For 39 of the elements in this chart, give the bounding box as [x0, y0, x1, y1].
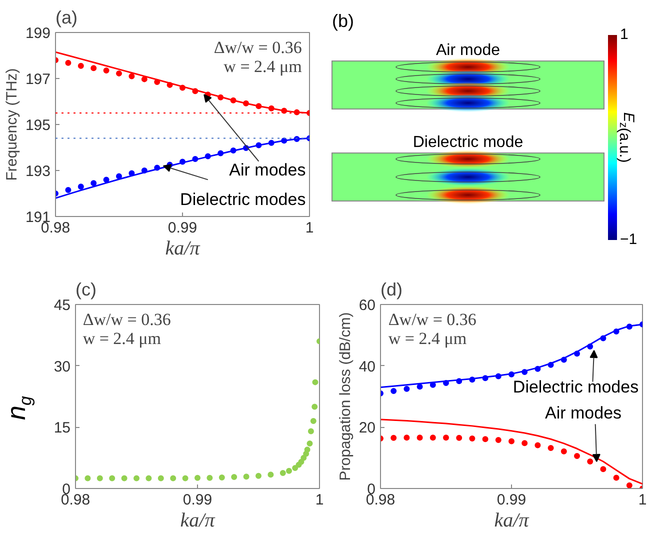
text: Dielectric mode: [412, 134, 524, 151]
x-tick-label: 1: [315, 492, 324, 508]
y-tick-label: 15: [54, 420, 71, 437]
annotation: Δw/w = 0.36: [82, 310, 171, 330]
text: 1: [620, 26, 628, 43]
text: Air mode: [436, 42, 500, 59]
annotation: Δw/w = 0.36: [388, 310, 476, 330]
y-axis-title: Propagation loss (dB/cm): [336, 312, 354, 481]
y-tick-label: 197: [25, 71, 51, 88]
y-tick-label: 195: [25, 117, 51, 134]
annotation: w = 2.4 μm: [82, 329, 162, 348]
text: −1: [620, 230, 638, 248]
y-tick-label: 45: [54, 297, 71, 314]
y-tick-label: 20: [358, 420, 376, 437]
annotation: w = 2.4 μm: [388, 329, 467, 348]
annotation: Air modes: [229, 160, 306, 180]
annotation: Δw/w = 0.36: [214, 38, 302, 58]
y-tick-label: 30: [54, 358, 71, 376]
y-tick-label: 60: [358, 297, 376, 314]
y-tick-label: 199: [25, 25, 51, 42]
chart-title: (d): [380, 280, 402, 300]
y-tick-label: 193: [25, 163, 51, 180]
x-tick-label: 0.99: [496, 492, 526, 508]
annotation: Dielectric modes: [180, 190, 306, 210]
x-tick-label: 1: [638, 492, 647, 508]
chart-title: (a): [56, 8, 78, 28]
annotation: w = 2.4 μm: [224, 57, 302, 76]
y-tick-label: 40: [358, 358, 376, 376]
x-axis-title: ka/π: [165, 238, 201, 260]
x-tick-label: 0.99: [182, 492, 212, 508]
x-tick-label: 1: [305, 220, 314, 236]
annotation: Air modes: [545, 403, 622, 422]
x-axis-title: ka/π: [180, 510, 216, 532]
text: (b): [332, 11, 354, 31]
annotation: Dielectric modes: [512, 378, 639, 396]
x-axis-title: ka/π: [494, 510, 530, 532]
x-tick-label: 0.99: [168, 220, 198, 236]
chart-title: (c): [76, 280, 96, 300]
y-axis-title: Frequency (THz): [3, 68, 20, 181]
